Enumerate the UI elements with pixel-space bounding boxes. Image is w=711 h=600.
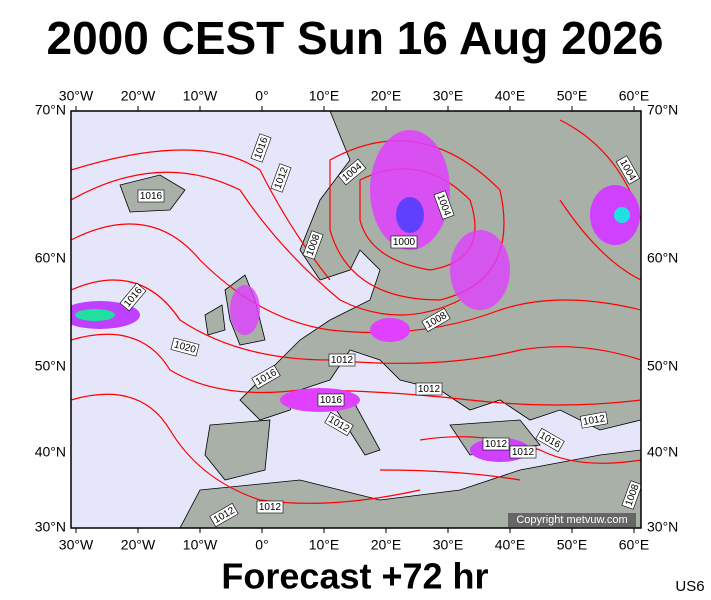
isobar-label-box bbox=[250, 133, 272, 163]
isobar-label: 1012 bbox=[509, 445, 537, 459]
isobar-label-text: 1000 bbox=[393, 237, 416, 248]
isobar-label-text: 1016 bbox=[140, 191, 163, 202]
isobar-label: 1020 bbox=[170, 337, 200, 357]
lon-label: 30°E bbox=[433, 537, 464, 553]
ireland bbox=[204, 304, 226, 336]
isobar-label-text: 1012 bbox=[418, 384, 441, 395]
map-frame bbox=[70, 110, 642, 529]
isobar-label-box bbox=[119, 282, 147, 312]
isobar-label-text: 1012 bbox=[331, 355, 354, 366]
model-code: US6 bbox=[675, 578, 704, 595]
isobar-label-text: 1016 bbox=[320, 395, 343, 406]
isobar-label-box bbox=[482, 437, 510, 451]
lon-label: 50°E bbox=[557, 537, 588, 553]
lon-label: 30°E bbox=[433, 88, 464, 104]
copyright-box bbox=[508, 513, 636, 527]
rain-core bbox=[614, 207, 630, 223]
isobar-label-box bbox=[579, 411, 609, 429]
isobar-label: 1012 bbox=[482, 437, 510, 451]
lon-label: 10°E bbox=[309, 88, 340, 104]
isobar-label-box bbox=[621, 480, 641, 510]
isobar-label: 1016 bbox=[317, 393, 345, 407]
lat-label: 60°N bbox=[35, 250, 66, 266]
isobar-label-box bbox=[390, 235, 418, 249]
lon-label: 20°E bbox=[371, 88, 402, 104]
isobar bbox=[379, 436, 641, 481]
isobar-label: 1012 bbox=[415, 382, 443, 396]
isobar-label-box bbox=[302, 230, 324, 260]
lat-label: 50°N bbox=[647, 358, 678, 374]
lat-label: 30°N bbox=[35, 519, 66, 535]
rain-area bbox=[230, 285, 260, 335]
isobar-label-text: 1012 bbox=[259, 502, 282, 513]
isobar-label-box bbox=[337, 158, 367, 186]
isobar-label-box bbox=[433, 190, 455, 220]
lon-label: 10°E bbox=[309, 537, 340, 553]
lat-label: 40°N bbox=[35, 444, 66, 460]
isobar-label: 1000 bbox=[390, 235, 418, 249]
rain-core bbox=[75, 309, 115, 321]
isobar-label-box bbox=[270, 163, 292, 193]
lon-label: 60°E bbox=[619, 537, 650, 553]
lon-label: 20°E bbox=[371, 537, 402, 553]
isobar-label-box bbox=[535, 427, 565, 453]
lon-label: 0° bbox=[255, 88, 268, 104]
europe-asia bbox=[239, 111, 641, 431]
isobar-label-box bbox=[137, 189, 165, 203]
axes: 30°W 30°W 20°W 20°W 10°W 10°W 0° 0° 10°E 10°E 20°E… bbox=[35, 88, 679, 553]
isobar-label: 1012 bbox=[579, 411, 609, 429]
lon-label: 20°W bbox=[121, 88, 156, 104]
isobar-label-box bbox=[421, 307, 451, 333]
isobar-label-text: 1012 bbox=[512, 447, 535, 458]
lon-label: 30°W bbox=[59, 88, 94, 104]
isobar bbox=[71, 223, 641, 334]
isobar-label-box bbox=[317, 393, 345, 407]
isobar-label-box bbox=[509, 445, 537, 459]
isobar-label-box bbox=[328, 353, 356, 367]
lon-label: 40°E bbox=[495, 88, 526, 104]
isobar-label-box bbox=[324, 411, 354, 437]
lat-label: 70°N bbox=[647, 102, 678, 118]
lon-label: 10°W bbox=[183, 537, 218, 553]
isobar bbox=[71, 149, 331, 281]
lon-label: 10°W bbox=[183, 88, 218, 104]
lon-label: 60°E bbox=[619, 88, 650, 104]
africa-middle-east bbox=[179, 449, 641, 528]
isobar-label-text: 1012 bbox=[582, 413, 606, 428]
title: 2000 CEST Sun 16 Aug 2026 bbox=[46, 12, 663, 64]
isobar-label-box bbox=[209, 502, 239, 528]
isobar-label-text: 1012 bbox=[485, 439, 508, 450]
rain-area bbox=[370, 130, 450, 250]
rain-area bbox=[450, 230, 510, 310]
isobar-label-box bbox=[256, 500, 284, 514]
isobar-label-box bbox=[615, 155, 641, 185]
lat-label: 30°N bbox=[647, 519, 678, 535]
lat-label: 60°N bbox=[647, 250, 678, 266]
rain-area bbox=[370, 318, 410, 342]
lat-label: 40°N bbox=[647, 444, 678, 460]
footer: Forecast +72 hr bbox=[221, 556, 488, 597]
lat-label: 50°N bbox=[35, 358, 66, 374]
isobar-label: 1012 bbox=[328, 353, 356, 367]
isobar bbox=[71, 393, 421, 504]
lon-label: 0° bbox=[255, 537, 268, 553]
lon-label: 50°E bbox=[557, 88, 588, 104]
rain-core bbox=[396, 197, 424, 233]
isobar-label-box bbox=[415, 382, 443, 396]
iberia bbox=[204, 419, 271, 481]
isobar-label: 1016 bbox=[137, 189, 165, 203]
lat-label: 70°N bbox=[35, 102, 66, 118]
isobar bbox=[71, 171, 461, 316]
copyright: Copyright metvuw.com bbox=[516, 514, 627, 526]
land bbox=[119, 111, 641, 528]
isobar-label-box bbox=[170, 337, 200, 357]
lon-label: 20°W bbox=[121, 537, 156, 553]
lon-label: 30°W bbox=[59, 537, 94, 553]
isobar-label: 1012 bbox=[256, 500, 284, 514]
isobar-label-box bbox=[251, 364, 281, 390]
lon-label: 40°E bbox=[495, 537, 526, 553]
